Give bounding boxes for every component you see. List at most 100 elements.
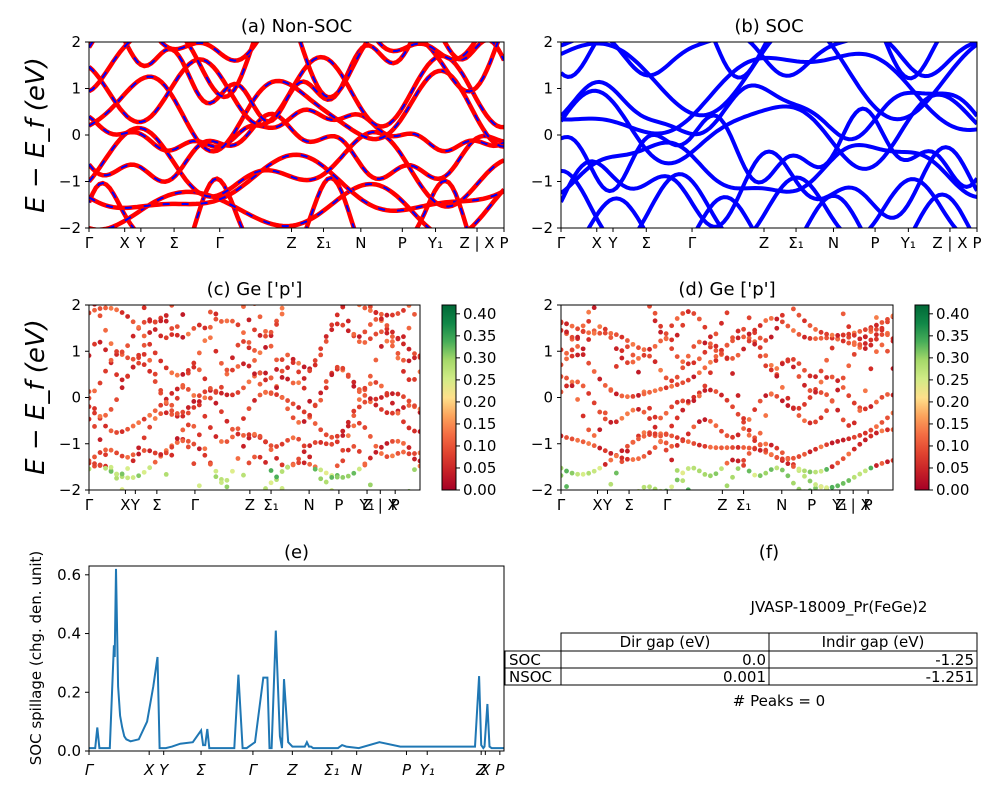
band-point xyxy=(857,408,863,413)
band-point xyxy=(290,462,296,468)
band-point xyxy=(813,374,818,380)
band-point xyxy=(246,340,252,345)
band-point xyxy=(285,376,290,382)
band-point xyxy=(412,377,417,382)
band-point xyxy=(586,318,592,324)
band-point xyxy=(207,309,213,315)
band-point xyxy=(674,332,680,338)
band-point xyxy=(697,499,702,504)
band-point xyxy=(362,461,368,467)
band-point xyxy=(241,416,246,422)
band-point xyxy=(813,469,818,475)
band-point xyxy=(318,509,323,514)
band-point xyxy=(191,326,197,331)
band-point xyxy=(130,364,136,370)
band-point xyxy=(741,458,746,463)
band-point xyxy=(224,392,230,398)
band-point xyxy=(879,461,885,466)
band-point xyxy=(713,331,719,337)
band-point xyxy=(202,446,208,452)
x-tick-label: Γ xyxy=(663,496,672,514)
x-tick-label: Σ₁ xyxy=(316,234,332,252)
band-point xyxy=(575,397,580,402)
band-point xyxy=(241,385,246,391)
band-point xyxy=(608,262,613,267)
band-point xyxy=(323,479,329,485)
band-point xyxy=(807,388,813,393)
band-point xyxy=(274,322,279,327)
band-point xyxy=(658,367,663,373)
band-point xyxy=(636,355,641,361)
band-point xyxy=(846,423,852,428)
band-point xyxy=(158,452,164,457)
table-cell: 0.001 xyxy=(723,668,766,686)
band-point xyxy=(614,254,619,259)
band-point xyxy=(373,402,379,408)
band-point xyxy=(130,423,136,429)
band-point xyxy=(862,346,868,351)
band-point xyxy=(367,434,373,439)
band-point xyxy=(818,444,824,450)
band-point xyxy=(202,338,208,344)
band-point xyxy=(680,311,686,316)
band-point xyxy=(89,353,92,358)
band-point xyxy=(252,348,257,353)
band-point xyxy=(219,360,224,366)
band-point xyxy=(685,361,691,367)
band-point xyxy=(356,389,362,395)
band-point xyxy=(92,307,97,313)
band-point xyxy=(857,471,863,477)
colorbar-tick-label: 0.35 xyxy=(463,327,496,345)
band-point xyxy=(213,311,219,317)
band-point xyxy=(608,335,614,340)
band-point xyxy=(591,369,597,374)
band-point xyxy=(851,474,857,480)
band-point xyxy=(406,451,412,457)
x-tick-label: Y xyxy=(602,496,613,514)
band-line xyxy=(89,175,470,228)
band-point xyxy=(862,468,868,474)
band-point xyxy=(680,365,686,371)
band-point xyxy=(785,461,791,467)
colorbar-tick-label: 0.05 xyxy=(936,459,969,477)
band-point xyxy=(323,432,329,438)
band-point xyxy=(290,401,296,407)
band-point xyxy=(586,470,592,476)
band-point xyxy=(318,287,323,292)
band-point xyxy=(674,316,680,321)
band-point xyxy=(191,461,197,467)
band-point xyxy=(125,454,131,460)
band-point xyxy=(329,475,335,480)
band-point xyxy=(185,387,191,392)
band-point xyxy=(730,269,735,274)
band-point xyxy=(647,484,652,490)
band-point xyxy=(120,267,125,272)
band-point xyxy=(257,381,263,387)
band-point xyxy=(307,368,313,374)
x-tick-label: P xyxy=(391,496,400,514)
band-point xyxy=(412,456,417,462)
band-point xyxy=(630,457,636,462)
band-point xyxy=(774,445,780,451)
band-point xyxy=(136,352,142,358)
band-point xyxy=(125,475,131,481)
band-point xyxy=(835,378,841,384)
band-point xyxy=(378,444,384,450)
x-tick-label: Y₁ xyxy=(427,234,443,252)
x-tick-label: Γ xyxy=(216,234,225,252)
band-point xyxy=(296,436,302,442)
band-point xyxy=(719,491,724,496)
band-point xyxy=(730,434,735,440)
band-point xyxy=(879,394,885,400)
plot-frame xyxy=(88,565,505,752)
x-tick-label: N xyxy=(776,496,787,514)
band-point xyxy=(561,327,564,333)
band-point xyxy=(746,432,752,438)
band-point xyxy=(768,315,774,321)
band-point xyxy=(602,410,608,416)
band-point xyxy=(89,395,92,401)
band-point xyxy=(603,273,608,278)
band-point xyxy=(619,251,624,256)
band-point xyxy=(757,473,763,479)
band-point xyxy=(669,443,675,449)
